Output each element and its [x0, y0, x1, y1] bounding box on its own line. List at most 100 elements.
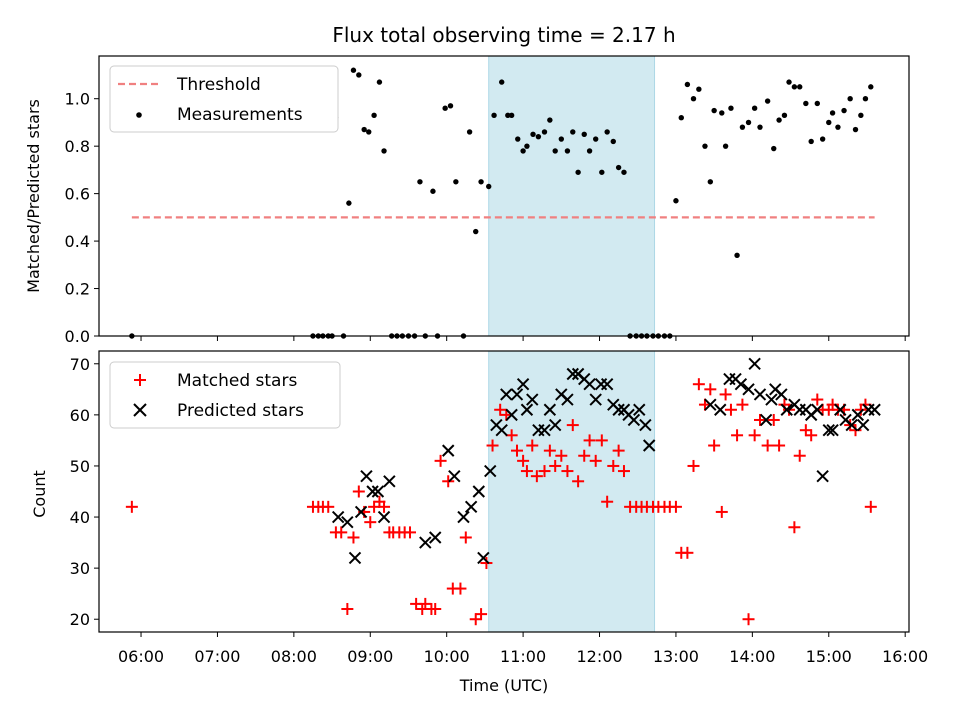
measurement-point — [520, 148, 526, 154]
bottom-series-matched-stars — [125, 378, 877, 626]
measurement-point — [552, 148, 558, 154]
predicted-star-point — [600, 378, 614, 391]
measurement-point — [381, 148, 387, 154]
predicted-star-point — [714, 403, 727, 416]
matched-star-point — [526, 439, 539, 452]
measurement-point — [826, 119, 832, 126]
measurement-point — [610, 138, 616, 145]
measurement-point — [430, 188, 436, 194]
predicted-star-point — [826, 423, 839, 437]
measurement-point — [771, 145, 777, 152]
predicted-star-point — [734, 378, 748, 391]
matched-star-point — [767, 413, 780, 426]
predicted-star-point — [484, 464, 497, 478]
matched-star-point — [793, 449, 806, 462]
measurement-point — [356, 72, 362, 78]
measurement-point — [535, 133, 542, 140]
matched-star-point — [583, 434, 596, 447]
matched-star-point — [731, 429, 744, 442]
matched-star-point — [617, 465, 630, 478]
predicted-star-point — [765, 393, 778, 406]
predicted-star-point — [354, 505, 368, 519]
matched-star-point — [520, 465, 533, 478]
top-y-tick-label: 0.4 — [65, 232, 90, 251]
predicted-star-point — [642, 439, 656, 452]
measurement-point — [835, 124, 841, 130]
predicted-star-point — [419, 536, 432, 549]
predicted-star-point — [723, 372, 736, 386]
matched-star-point — [589, 454, 602, 467]
matched-star-point — [864, 500, 877, 513]
x-tick-label: 09:00 — [347, 647, 393, 666]
matched-star-point — [811, 393, 824, 406]
predicted-star-point — [472, 485, 485, 498]
predicted-star-point — [520, 403, 534, 416]
matched-star-point — [480, 557, 493, 570]
measurement-point — [684, 81, 691, 88]
predicted-star-point — [845, 418, 858, 432]
matched-star-point — [561, 465, 574, 478]
measurement-point — [764, 98, 771, 104]
matched-star-point — [601, 495, 614, 508]
matched-star-point — [469, 613, 482, 626]
measurement-point — [524, 143, 530, 149]
matched-star-point — [669, 500, 682, 513]
measurement-point — [722, 143, 729, 149]
measurement-point — [621, 169, 627, 175]
measurement-point — [346, 200, 352, 206]
predicted-star-point — [856, 418, 870, 432]
measurement-point — [745, 119, 752, 126]
measurement-point — [592, 136, 599, 142]
matched-star-point — [724, 403, 737, 416]
bottom-shaded-interval — [488, 350, 656, 633]
matched-star-point — [687, 459, 700, 472]
measurement-point — [361, 126, 367, 133]
legend-threshold-label: Threshold — [176, 75, 261, 95]
predicted-star-point — [526, 393, 539, 406]
x-tick-label: 16:00 — [882, 647, 928, 666]
matched-star-point — [805, 429, 818, 442]
predicted-star-point — [822, 423, 835, 437]
measurement-point — [678, 114, 684, 121]
predicted-star-point — [360, 469, 373, 483]
predicted-star-point — [612, 403, 625, 416]
measurement-point — [604, 129, 610, 135]
matched-star-point — [799, 424, 812, 437]
measurement-point — [702, 143, 708, 149]
measurement-point — [453, 179, 459, 185]
matched-star-point — [549, 459, 562, 472]
matched-star-point — [572, 475, 585, 488]
x-tick-label: 10:00 — [424, 647, 470, 666]
measurement-point — [366, 129, 372, 135]
matched-star-point — [429, 603, 442, 616]
measurement-point — [776, 117, 782, 123]
measurement-point — [841, 107, 847, 114]
measurement-point — [508, 112, 515, 119]
predicted-star-point — [538, 423, 551, 437]
matched-star-point — [459, 531, 472, 544]
matched-star-point — [736, 398, 749, 411]
predicted-star-point — [759, 413, 773, 427]
bottom-y-tick-label: 60 — [70, 406, 90, 425]
x-tick-label: 07:00 — [194, 647, 240, 666]
measurement-point — [486, 183, 492, 190]
predicted-star-point — [704, 398, 717, 411]
matched-star-point — [742, 613, 755, 626]
measurement-point — [376, 79, 383, 85]
matched-star-point — [419, 597, 432, 610]
top-y-tick-label: 0.6 — [65, 185, 90, 204]
x-tick-label: 06:00 — [118, 647, 164, 666]
measurement-point — [547, 117, 553, 123]
predicted-star-point — [834, 403, 847, 416]
measurement-point — [739, 124, 746, 130]
measurement-point — [719, 110, 725, 116]
measurement-point — [581, 131, 587, 138]
measurement-point — [478, 179, 484, 185]
predicted-star-point — [383, 475, 396, 488]
predicted-star-point — [377, 510, 391, 524]
matched-star-point — [517, 454, 530, 467]
predicted-star-point — [341, 515, 354, 529]
predicted-star-point — [516, 378, 530, 391]
matched-star-point — [748, 429, 761, 442]
